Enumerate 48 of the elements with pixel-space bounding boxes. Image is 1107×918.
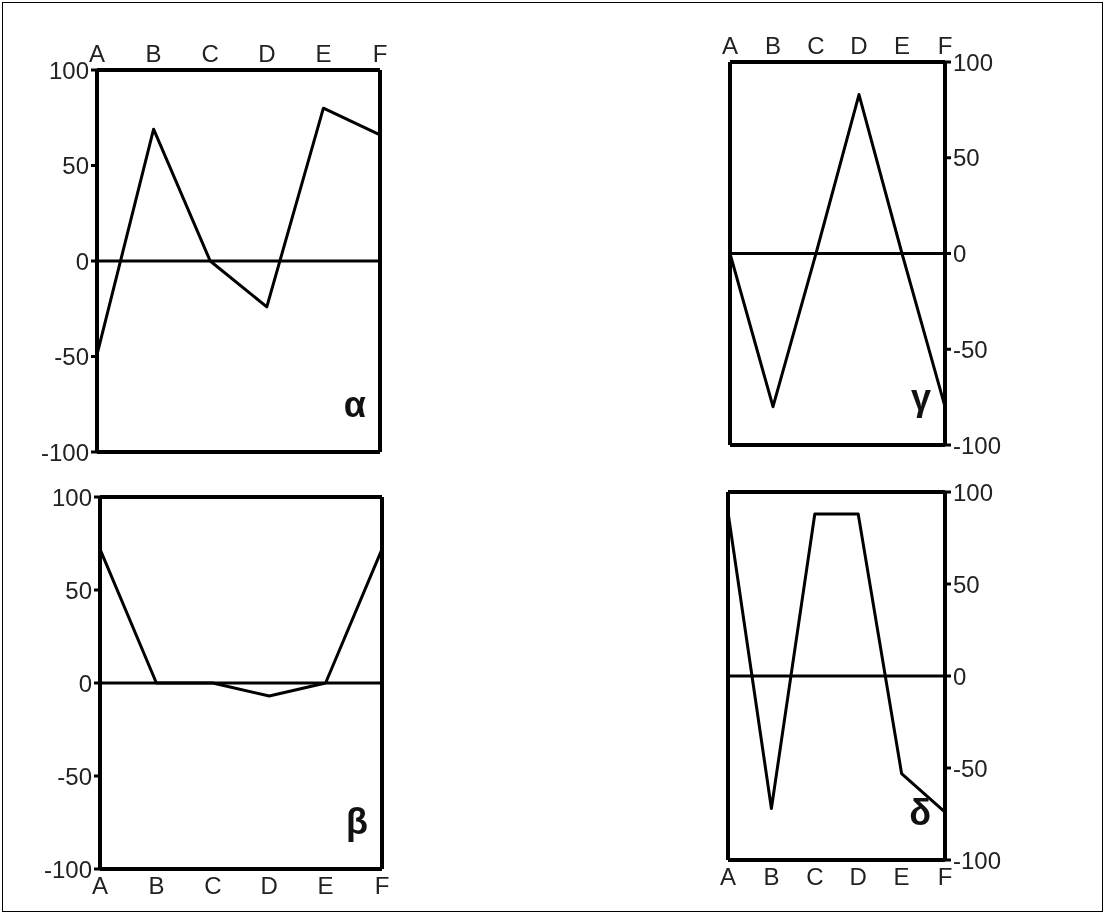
x-tick-label: D: [260, 872, 278, 900]
x-tick-label: F: [374, 872, 390, 900]
y-tick-label: 50: [62, 152, 89, 180]
y-tick-label: 100: [51, 483, 92, 511]
x-tick-label: E: [315, 40, 332, 67]
y2-tick-label: 50: [953, 570, 980, 598]
x-tick-label: A: [88, 40, 106, 67]
x-tick-label: C: [807, 32, 825, 59]
x-tick-label: C: [204, 872, 222, 900]
y2-tick-label: -100: [953, 846, 1002, 874]
x-tick-label: B: [763, 863, 780, 891]
y2-tick-label: 0: [953, 662, 967, 690]
x-tick-label: E: [893, 32, 911, 59]
y-tick-label: 0: [75, 247, 89, 275]
y2-tick-label: 100: [953, 48, 994, 76]
y2-tick-label: -50: [953, 754, 988, 782]
x-tick-label: D: [850, 32, 868, 59]
x-tick-label: A: [719, 863, 737, 891]
x-tick-label: F: [937, 32, 953, 59]
y-tick-label: -100: [40, 438, 89, 466]
x-tick-label: D: [849, 863, 867, 891]
annotation: γ: [909, 377, 931, 419]
x-tick-label: B: [145, 40, 162, 67]
x-tick-label: A: [721, 32, 739, 59]
y2-tick-label: 50: [953, 144, 980, 172]
x-tick-label: F: [937, 863, 953, 891]
annotation: δ: [908, 792, 931, 834]
y-tick-label: -100: [43, 855, 92, 883]
y-tick-label: -50: [54, 343, 89, 371]
y-tick-label: 50: [65, 576, 92, 604]
y-tick-label: -50: [57, 762, 92, 790]
x-tick-label: E: [317, 872, 334, 900]
x-tick-label: C: [806, 863, 824, 891]
x-tick-label: E: [893, 863, 910, 891]
y2-tick-label: 100: [953, 478, 994, 506]
y2-tick-label: -50: [953, 335, 988, 363]
x-tick-label: C: [201, 40, 219, 67]
y2-tick-label: 0: [953, 240, 967, 268]
annotation: α: [342, 384, 366, 426]
x-tick-label: F: [372, 40, 388, 67]
x-tick-label: B: [764, 32, 782, 59]
x-tick-label: D: [258, 40, 276, 67]
x-tick-label: A: [91, 872, 109, 900]
y-tick-label: 100: [48, 56, 89, 84]
y2-tick-label: -100: [953, 431, 1002, 459]
y-tick-label: 0: [78, 669, 92, 697]
x-tick-label: B: [148, 872, 165, 900]
annotation: β: [345, 801, 368, 843]
